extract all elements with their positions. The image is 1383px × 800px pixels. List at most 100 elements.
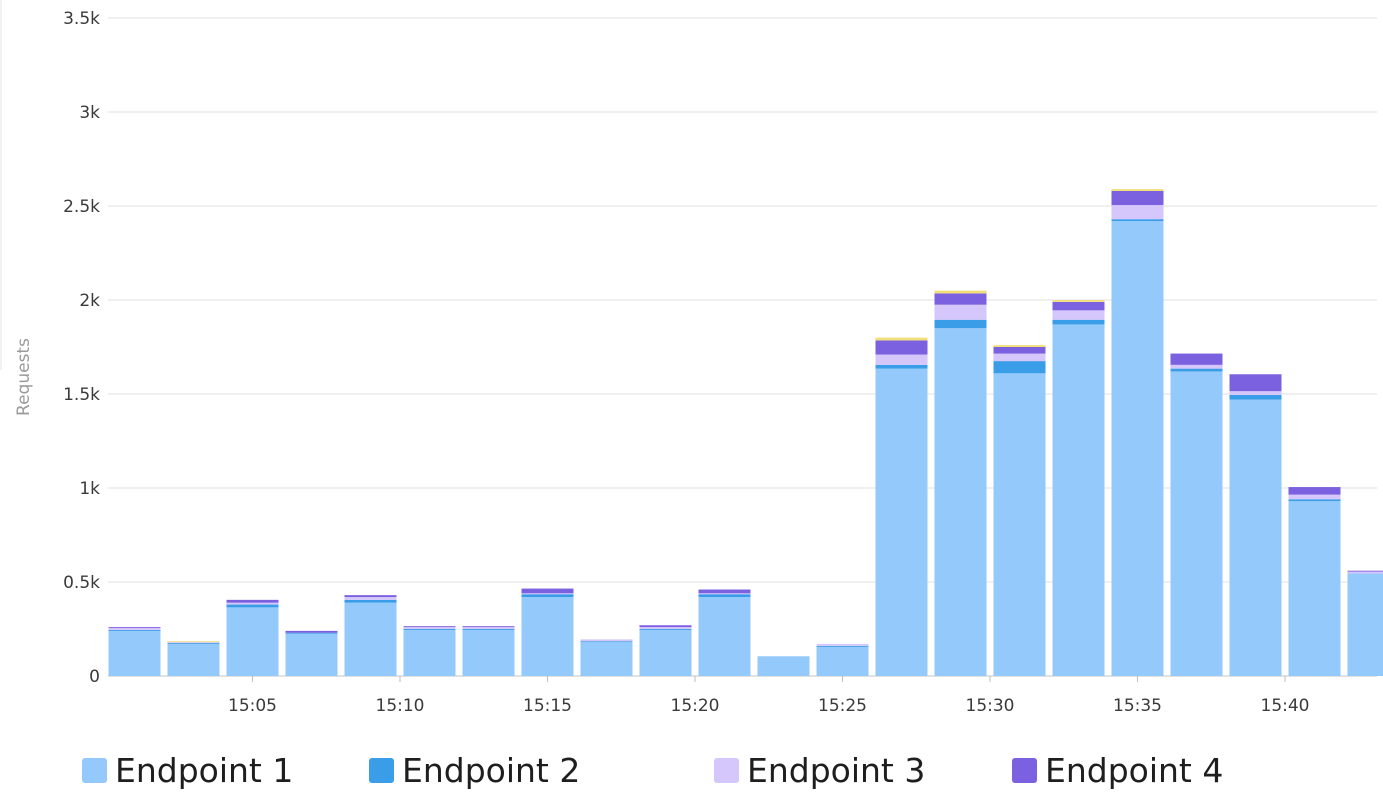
y-tick-label: 1.5k (63, 385, 100, 405)
y-tick-label: 1k (79, 479, 100, 499)
bar-segment-endpoint-4 (226, 599, 279, 603)
bar-segment-endpoint-2 (816, 645, 869, 647)
bar-segment-endpoint-1 (639, 629, 692, 676)
x-tick-label: 15:05 (228, 696, 277, 716)
legend-label: Endpoint 1 (115, 750, 294, 790)
x-tick-label: 15:20 (671, 696, 720, 716)
bar-segment-endpoint-2 (226, 604, 279, 608)
bar-segment-endpoint-3 (226, 602, 279, 605)
bar-segment-endpoint-1 (1111, 221, 1164, 677)
legend-item[interactable]: Endpoint 1 (82, 748, 293, 792)
bar-segment-endpoint-3 (1052, 310, 1105, 320)
y-axis-label: Requests (14, 338, 34, 416)
bar-segment-endpoint-3 (1347, 571, 1383, 574)
bar-segment-endpoint-4 (344, 595, 397, 598)
chart-canvas: 0 0.5k 1k 1.5k 2k 2.5k 3k 3.5k Requests 15:05 15:1… (0, 0, 1383, 716)
legend-swatch (82, 757, 107, 783)
bar-segment-other (934, 290, 987, 294)
bar-segment-endpoint-1 (167, 644, 220, 676)
bar-segment-other (875, 337, 928, 341)
bar-segment-endpoint-3 (698, 593, 751, 595)
bar-segment-endpoint-3 (875, 354, 928, 365)
bar-segment-endpoint-1 (1347, 573, 1383, 676)
legend-item[interactable]: Endpoint 2 (369, 748, 580, 792)
bar-segment-endpoint-2 (1052, 319, 1105, 325)
legend-label: Endpoint 3 (747, 750, 926, 790)
x-tick-label: 15:30 (966, 696, 1015, 716)
bar-segment-endpoint-3 (639, 627, 692, 629)
x-tick-label: 15:40 (1261, 696, 1310, 716)
chart-legend: Endpoint 1 Endpoint 2 Endpoint 3 Endpoint 4 (82, 748, 1372, 792)
bar-segment-endpoint-1 (108, 630, 161, 676)
bar-segment-endpoint-3 (934, 304, 987, 320)
bar-segment-endpoint-4 (993, 347, 1046, 354)
y-tick-label: 3k (79, 103, 100, 123)
bar-segment-endpoint-2 (403, 629, 456, 630)
legend-swatch (1012, 757, 1037, 783)
bar-segment-endpoint-2 (993, 361, 1046, 374)
bar-segment-endpoint-2 (521, 594, 574, 598)
bar-segment-endpoint-2 (934, 319, 987, 329)
bar-segment-endpoint-4 (462, 626, 515, 628)
bar-segment-endpoint-1 (1052, 324, 1105, 676)
bar-segment-endpoint-3 (1111, 205, 1164, 220)
bar-segment-endpoint-2 (1288, 499, 1341, 502)
bar-segment-endpoint-1 (344, 602, 397, 676)
bar-segment-endpoint-4 (934, 293, 987, 305)
bar-segment-other (167, 641, 220, 643)
bar-segment-endpoint-4 (403, 626, 456, 628)
bar-segment-endpoint-1 (1288, 501, 1341, 676)
bar-segment-endpoint-3 (462, 627, 515, 629)
bar-segment-endpoint-1 (875, 368, 928, 676)
bar-segment-endpoint-4 (698, 589, 751, 594)
bar-segment-endpoint-2 (875, 364, 928, 369)
bar-segment-endpoint-3 (108, 628, 161, 630)
bar-segment-endpoint-2 (344, 599, 397, 603)
bar-segment-endpoint-4 (521, 588, 574, 594)
bar-segment-endpoint-4 (1052, 301, 1105, 311)
legend-label: Endpoint 4 (1045, 750, 1224, 790)
bar-segment-endpoint-3 (403, 627, 456, 629)
x-tick-label: 15:10 (376, 696, 425, 716)
legend-label: Endpoint 2 (402, 750, 581, 790)
bar-segment-endpoint-3 (993, 353, 1046, 362)
bar-segment-endpoint-1 (403, 629, 456, 676)
bar-segment-endpoint-3 (1170, 364, 1223, 369)
bar-segment-endpoint-3 (344, 597, 397, 600)
bar-segment-endpoint-4 (1288, 487, 1341, 495)
bar-segment-endpoint-4 (1229, 374, 1282, 392)
bar-segment-endpoint-1 (816, 646, 869, 676)
bar-segment-endpoint-3 (816, 644, 869, 646)
legend-item[interactable]: Endpoint 3 (714, 748, 925, 792)
y-tick-label: 2k (79, 291, 100, 311)
bar-segment-endpoint-1 (226, 607, 279, 676)
bar-segment-endpoint-4 (285, 630, 338, 633)
bar-segment-endpoint-2 (167, 643, 220, 645)
bar-segment-other (1111, 189, 1164, 191)
y-tick-label: 2.5k (63, 197, 100, 217)
bar-segment-other (1052, 300, 1105, 302)
bar-segment-endpoint-4 (1111, 190, 1164, 206)
bar-segment-endpoint-3 (521, 593, 574, 595)
bar-segment-other (993, 345, 1046, 347)
bar-segment-endpoint-1 (1170, 371, 1223, 676)
bar-segment-endpoint-1 (580, 642, 633, 676)
bar-segment-endpoint-2 (1229, 394, 1282, 400)
y-tick-label: 0 (89, 667, 100, 687)
bar-segment-endpoint-1 (757, 656, 810, 676)
bar-segment-endpoint-1 (993, 373, 1046, 676)
bar-segment-endpoint-1 (285, 633, 338, 676)
legend-item[interactable]: Endpoint 4 (1012, 748, 1223, 792)
bar-segment-endpoint-2 (285, 632, 338, 634)
bar-segment-endpoint-1 (698, 597, 751, 676)
bar-segment-endpoint-2 (462, 629, 515, 630)
bar-segment-endpoint-3 (580, 639, 633, 642)
bar-segment-endpoint-1 (934, 328, 987, 676)
y-tick-label: 0.5k (63, 573, 100, 593)
bar-segment-endpoint-1 (462, 629, 515, 676)
x-tick-label: 15:15 (523, 696, 572, 716)
bar-segment-endpoint-2 (580, 641, 633, 643)
bar-segment-endpoint-2 (1111, 219, 1164, 222)
legend-swatch (369, 757, 394, 783)
